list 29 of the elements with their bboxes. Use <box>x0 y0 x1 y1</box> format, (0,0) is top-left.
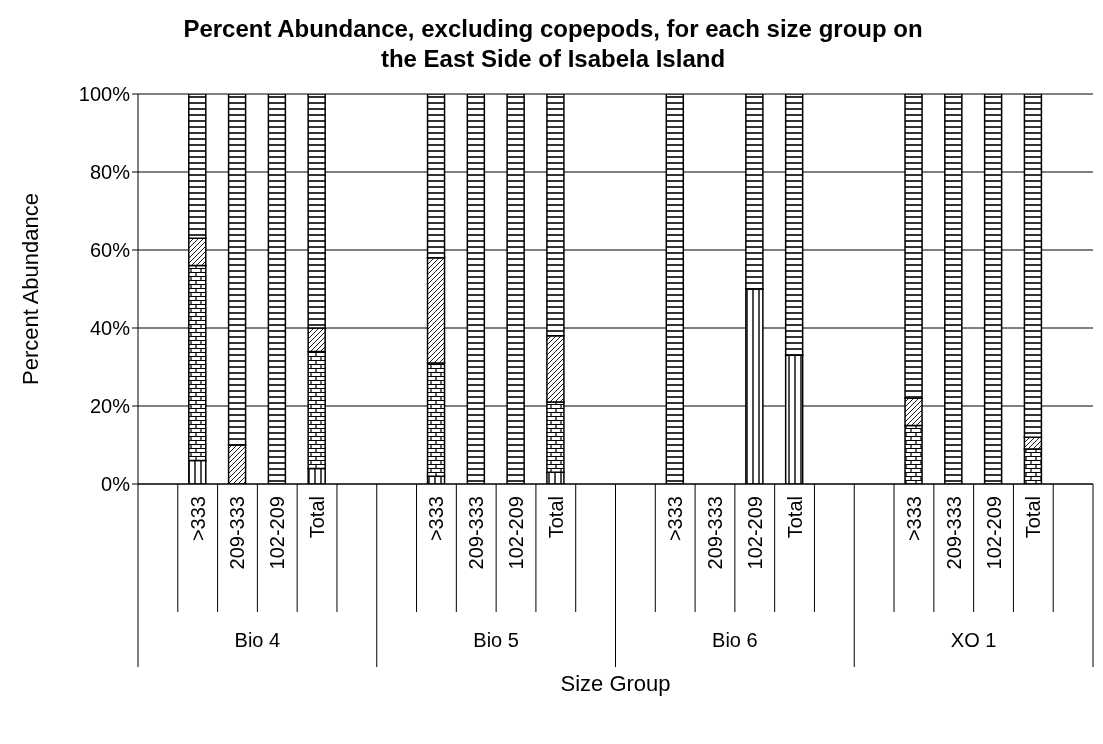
text: XO 1 <box>950 629 997 651</box>
y-tick-label: 100% <box>78 83 131 106</box>
y-tick-label: 60% <box>89 239 131 262</box>
text: Bio 6 <box>712 629 758 651</box>
text: Bio 5 <box>473 629 519 651</box>
chart-title: Percent Abundance, excluding copepods, for each size group on the East Side of Isabela Island <box>182 14 924 74</box>
x-tick-label: 209-333 <box>465 496 488 570</box>
x-tick-label: 102-209 <box>743 496 766 570</box>
y-tick-label: 80% <box>89 161 131 184</box>
y-tick-label: 40% <box>89 317 131 340</box>
y-tick-label: 0% <box>101 473 131 496</box>
x-tick-label: 102-209 <box>505 496 528 570</box>
x-tick-label: 209-333 <box>942 496 965 570</box>
x-tick-label: Total <box>544 496 567 539</box>
x-tick-label: >333 <box>186 496 209 542</box>
x-tick-label: Total <box>1022 496 1045 539</box>
x-axis-title: Size Group <box>560 671 671 696</box>
x-tick-label: >333 <box>664 496 687 542</box>
x-tick-label: Total <box>783 496 806 539</box>
x-tick-label: >333 <box>425 496 448 542</box>
x-tick-label: Total <box>306 496 329 539</box>
text: Bio 4 <box>234 629 281 651</box>
x-tick-label: 102-209 <box>982 496 1005 570</box>
x-tick-label: 209-333 <box>703 496 726 570</box>
y-tick-label: 20% <box>89 395 131 418</box>
y-axis-title: Percent Abundance <box>17 192 43 386</box>
x-tick-label: >333 <box>902 496 925 542</box>
x-tick-label: 102-209 <box>266 496 289 570</box>
x-tick-label: 209-333 <box>226 496 249 570</box>
